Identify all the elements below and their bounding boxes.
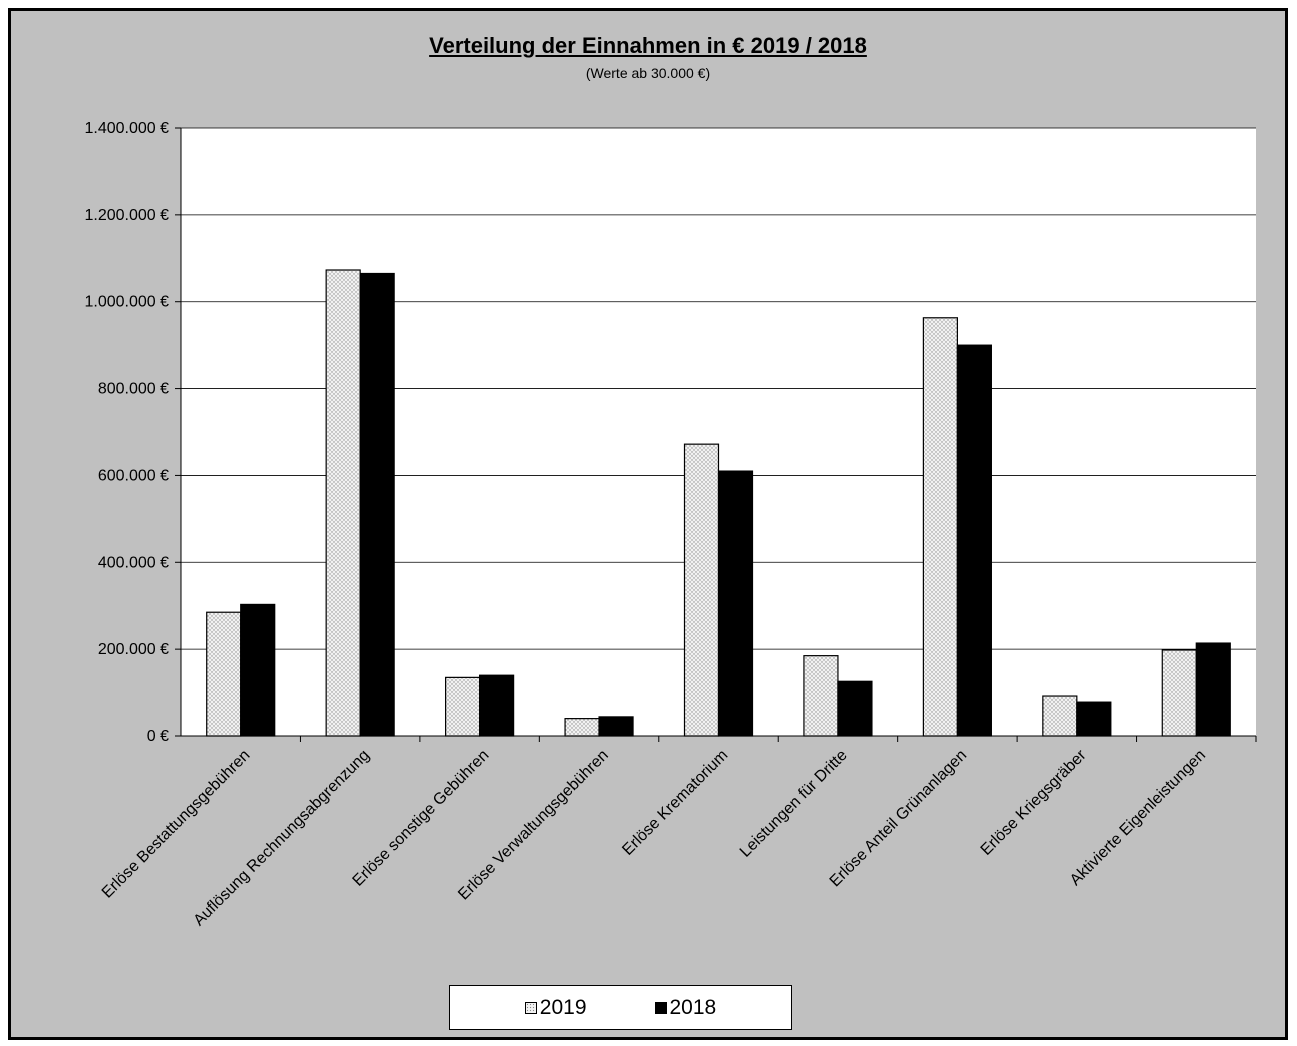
y-tick-label: 600.000 € <box>98 467 169 484</box>
legend-item-2019: 2019 <box>524 995 587 1020</box>
chart-legend: 2019 2018 <box>449 985 792 1030</box>
x-tick-label: Erlöse Krematorium <box>619 747 731 859</box>
bar-2018 <box>837 680 873 737</box>
bar-2018 <box>240 603 276 737</box>
bar-2019 <box>683 443 720 737</box>
y-tick-label: 1.400.000 € <box>84 120 169 137</box>
legend-label-2019: 2019 <box>539 995 587 1019</box>
bar-2019 <box>564 718 600 737</box>
bar-2019 <box>445 676 481 737</box>
x-tick-label: Erlöse Anteil Grünanlagen <box>827 747 970 890</box>
bar-2019 <box>922 317 958 737</box>
legend-label-2018: 2018 <box>669 995 717 1019</box>
bar-2018 <box>956 344 992 737</box>
chart-frame: Verteilung der Einnahmen in € 2019 / 201… <box>8 8 1288 1040</box>
legend-item-2018: 2018 <box>654 995 717 1020</box>
y-tick-label: 1.200.000 € <box>84 207 169 224</box>
x-tick-label: Aktivierte Eigenleistungen <box>1067 747 1209 889</box>
bar-2018 <box>359 272 395 737</box>
bar-2018 <box>1195 642 1231 737</box>
y-tick-label: 1.000.000 € <box>84 294 169 311</box>
bar-2019 <box>803 655 839 737</box>
bar-2019 <box>1042 695 1078 737</box>
y-tick-label: 0 € <box>147 728 169 745</box>
x-tick-label: Leistungen für Dritte <box>737 747 851 861</box>
bar-2018 <box>479 674 515 737</box>
bar-2018 <box>1076 701 1112 737</box>
bar-2018 <box>598 716 634 737</box>
bar-2019 <box>1161 649 1197 737</box>
bar-2019 <box>206 611 242 737</box>
y-tick-label: 200.000 € <box>98 641 169 658</box>
legend-swatch-2018 <box>654 1001 667 1014</box>
y-tick-label: 800.000 € <box>98 381 169 398</box>
chart-subtitle: (Werte ab 30.000 €) <box>585 65 711 81</box>
legend-swatch-2019 <box>524 1001 537 1014</box>
x-tick-label: Erlöse Kriegsgräber <box>978 746 1090 858</box>
chart-title: Verteilung der Einnahmen in € 2019 / 201… <box>429 33 867 58</box>
bar-2018 <box>717 470 754 737</box>
y-tick-label: 400.000 € <box>98 554 169 571</box>
bar-2019 <box>325 269 361 737</box>
x-tick-label: Erlöse sonstige Gebühren <box>350 747 493 890</box>
chart-plot: 0 € 200.000 € 400.000 € 600.000 € 800.000 € 1… <box>84 120 1257 929</box>
